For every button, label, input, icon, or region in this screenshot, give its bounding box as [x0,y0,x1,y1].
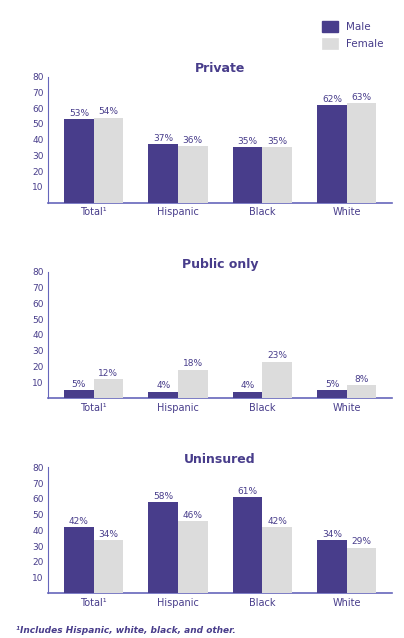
Bar [148,144,178,203]
Text: 63%: 63% [351,93,372,102]
Bar [347,547,376,593]
Bar [178,146,208,203]
Text: 58%: 58% [153,492,173,501]
Bar [233,392,262,398]
Text: 8%: 8% [354,375,369,384]
Text: 42%: 42% [69,517,89,526]
Title: Public only: Public only [182,258,259,271]
Text: 42%: 42% [267,517,287,526]
Bar [347,385,376,398]
Bar [262,362,292,398]
Text: 34%: 34% [322,530,342,538]
Text: 12%: 12% [99,369,118,378]
Bar [178,521,208,593]
Bar [148,392,178,398]
Title: Uninsured: Uninsured [184,453,256,466]
Title: Private: Private [195,63,245,75]
Bar [317,105,347,203]
Legend: Male, Female: Male, Female [319,18,387,52]
Bar [64,527,94,593]
Bar [317,540,347,593]
Text: 46%: 46% [183,510,203,519]
Text: ¹Includes Hispanic, white, black, and other.: ¹Includes Hispanic, white, black, and ot… [16,626,236,635]
Bar [94,379,123,398]
Text: 35%: 35% [238,137,258,146]
Text: 5%: 5% [72,380,86,389]
Text: 53%: 53% [69,109,89,118]
Text: 34%: 34% [99,530,118,538]
Text: 5%: 5% [325,380,339,389]
Bar [317,390,347,398]
Text: 29%: 29% [351,537,372,546]
Bar [64,390,94,398]
Bar [262,147,292,203]
Bar [64,119,94,203]
Bar [233,147,262,203]
Text: 62%: 62% [322,94,342,103]
Bar [148,502,178,593]
Text: 37%: 37% [153,134,173,143]
Text: 23%: 23% [267,352,287,360]
Bar [262,527,292,593]
Bar [233,497,262,593]
Bar [347,103,376,203]
Text: 35%: 35% [267,137,287,146]
Text: 54%: 54% [99,107,118,116]
Text: 4%: 4% [240,382,255,390]
Text: 61%: 61% [238,487,258,496]
Text: 4%: 4% [156,382,170,390]
Text: 18%: 18% [183,359,203,368]
Bar [94,540,123,593]
Bar [178,369,208,398]
Text: 36%: 36% [183,136,203,145]
Bar [94,117,123,203]
